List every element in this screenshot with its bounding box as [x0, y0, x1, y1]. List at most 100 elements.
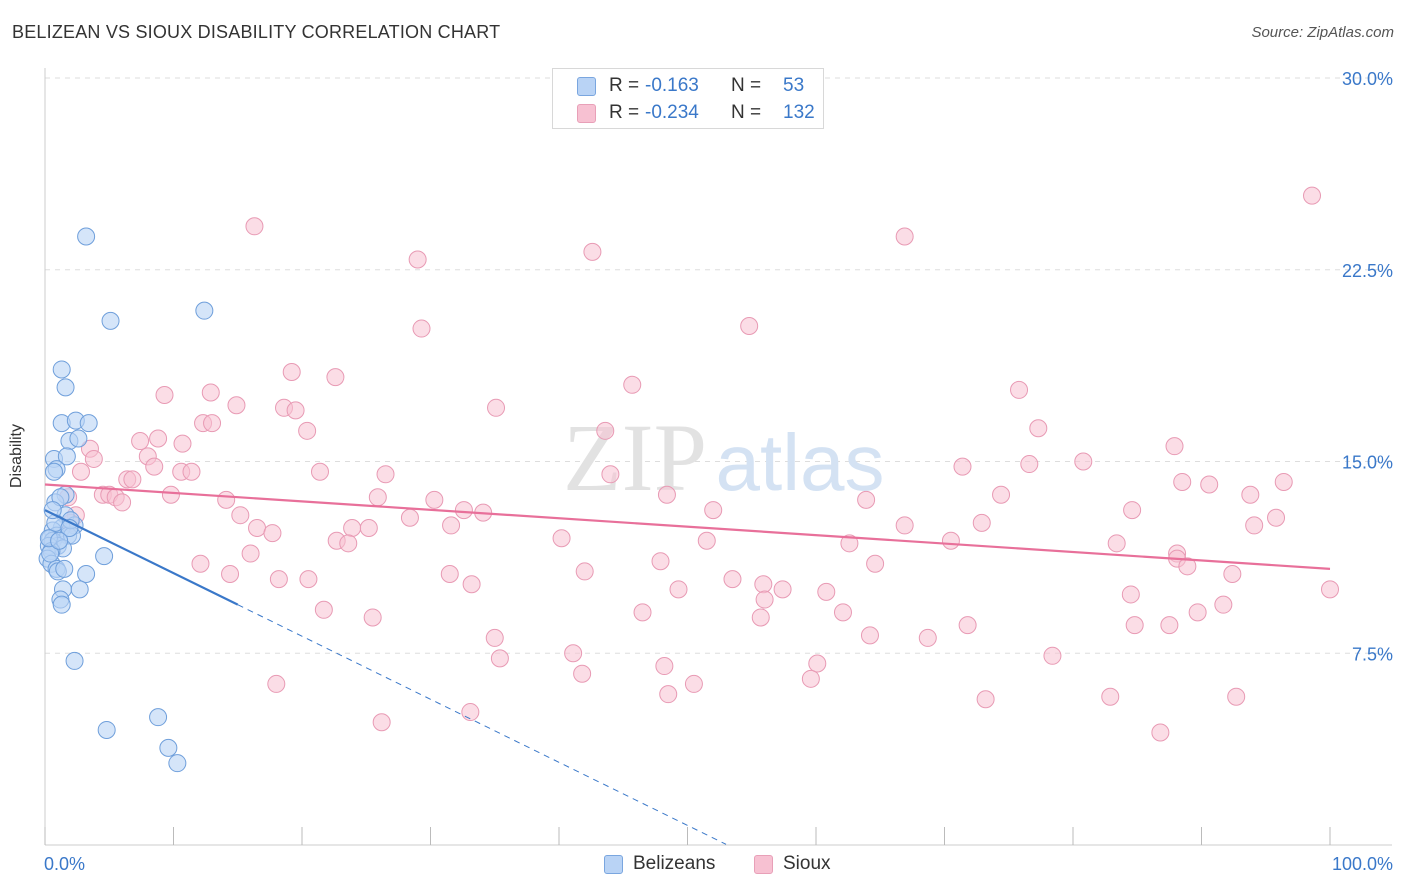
sioux-point	[485, 628, 504, 647]
x-tick-label-min: 0.0%	[44, 854, 85, 874]
sioux-point	[359, 518, 378, 537]
sioux-point	[1200, 475, 1219, 494]
belizeans-point	[52, 595, 71, 614]
sioux-point	[248, 518, 267, 537]
sioux-point	[227, 396, 246, 415]
belizeans-point	[69, 429, 88, 448]
sioux-point	[263, 524, 282, 543]
bottom-legend-label-belizeans: Belizeans	[633, 853, 716, 874]
legend-n-label: N =	[731, 75, 762, 96]
belizeans-point	[159, 738, 178, 757]
source-label: Source: ZipAtlas.com	[1251, 24, 1394, 41]
legend-r-value: -0.234	[645, 102, 699, 123]
sioux-point	[282, 363, 301, 382]
sioux-point	[860, 626, 879, 645]
sioux-point	[1321, 580, 1339, 599]
y-tick-label: 15.0%	[1342, 453, 1393, 473]
belizeans-point	[55, 559, 74, 578]
sioux-point	[817, 582, 836, 601]
sioux-point	[245, 217, 264, 236]
sioux-point	[269, 570, 288, 589]
legend-swatch-sioux	[577, 103, 596, 123]
bottom-legend-sioux: Sioux	[754, 852, 831, 876]
sioux-point	[623, 375, 642, 394]
sioux-point	[425, 490, 444, 509]
sioux-point	[657, 485, 676, 504]
sioux-point	[895, 227, 914, 246]
sioux-point	[267, 674, 286, 693]
sioux-point	[326, 368, 345, 387]
sioux-point	[310, 462, 329, 481]
belizeans-point	[77, 564, 96, 583]
sioux-point	[173, 434, 192, 453]
sioux-point	[343, 518, 362, 537]
sioux-point	[958, 616, 977, 635]
sioux-point	[833, 603, 852, 622]
sioux-point	[440, 564, 459, 583]
legend-r-value: -0.163	[645, 75, 699, 96]
belizeans-point	[77, 227, 96, 246]
series-belizeans-points	[38, 227, 214, 773]
sioux-point	[241, 544, 260, 563]
sioux-point	[895, 516, 914, 535]
tick-labels: 7.5% 15.0% 22.5% 30.0% 0.0% 100.0%	[44, 69, 1393, 874]
belizeans-point	[56, 378, 75, 397]
sioux-point	[408, 250, 427, 269]
belizeans-point	[149, 708, 168, 727]
sioux-point	[1227, 687, 1246, 706]
sioux-point	[1303, 186, 1322, 205]
sioux-point	[1029, 419, 1048, 438]
sioux-point	[740, 316, 759, 335]
sioux-point	[751, 608, 770, 627]
trend-lines	[44, 483, 1331, 845]
sioux-point	[490, 649, 509, 668]
belizeans-point	[168, 754, 187, 773]
sioux-point	[1121, 585, 1140, 604]
sioux-point	[1241, 485, 1260, 504]
sioux-point	[442, 516, 461, 535]
sioux-point	[704, 501, 723, 520]
sioux-point	[286, 401, 305, 420]
sioux-point	[684, 674, 703, 693]
legend-box: R = -0.163 N = 53 R = -0.234 N = 132	[552, 68, 824, 129]
sioux-point	[155, 386, 174, 405]
sioux-point	[221, 564, 240, 583]
sioux-point	[669, 580, 688, 599]
y-axis-label: Disability	[8, 423, 25, 489]
chart-title: BELIZEAN VS SIOUX DISABILITY CORRELATION…	[12, 22, 501, 42]
sioux-point	[1267, 508, 1286, 527]
watermark-atlas: atlas	[716, 418, 885, 507]
sioux-point	[1214, 595, 1233, 614]
sioux-point	[564, 644, 583, 663]
belizeans-point	[43, 501, 62, 520]
sioux-point	[161, 485, 180, 504]
sioux-point	[918, 628, 937, 647]
watermark: ZIP atlas	[563, 404, 884, 511]
sioux-point	[575, 562, 594, 581]
sioux-point	[1245, 516, 1264, 535]
sioux-point	[857, 490, 876, 509]
sioux-point	[363, 608, 382, 627]
bottom-swatch-sioux	[754, 854, 773, 874]
sioux-point	[651, 552, 670, 571]
series-sioux-points	[59, 186, 1339, 742]
sioux-point	[840, 534, 859, 553]
sioux-point	[123, 470, 142, 489]
y-tick-label: 30.0%	[1342, 69, 1393, 89]
sioux-point	[131, 432, 150, 451]
legend-row-sioux: R = -0.234 N = 132	[577, 101, 815, 125]
sioux-point	[755, 590, 774, 609]
sioux-point	[231, 506, 250, 525]
legend-n-value: 132	[783, 102, 815, 123]
sioux-point	[462, 575, 481, 594]
sioux-point	[596, 421, 615, 440]
sioux-point	[217, 490, 236, 509]
sioux-point	[298, 421, 317, 440]
sioux-point	[314, 600, 333, 619]
sioux-point	[655, 657, 674, 676]
sioux-point	[372, 713, 391, 732]
sioux-point	[412, 319, 431, 338]
sioux-point	[697, 531, 716, 550]
sioux-point	[573, 664, 592, 683]
sioux-point	[866, 554, 885, 573]
